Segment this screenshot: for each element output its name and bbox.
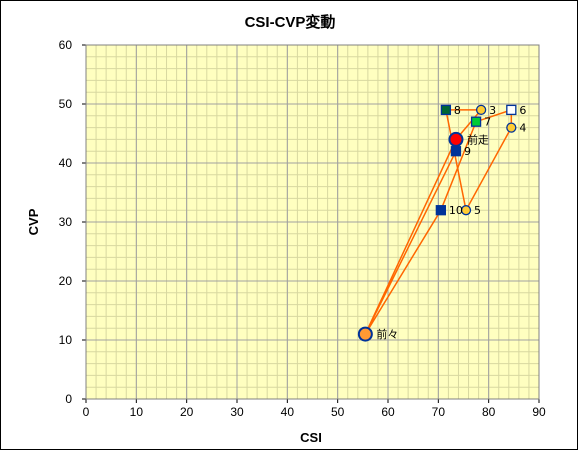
y-axis-title: CVP (26, 208, 41, 235)
x-tick-label: 90 (532, 405, 546, 419)
data-point-label: 前々 (376, 327, 398, 341)
data-point-marker (506, 122, 517, 133)
data-point-marker (506, 104, 517, 116)
x-tick-label: 0 (83, 405, 90, 419)
data-point-label: 5 (474, 204, 481, 217)
x-axis-title: CSI (300, 430, 322, 445)
y-tick-label: 0 (65, 392, 72, 406)
plot-border (85, 44, 540, 400)
data-point-marker (357, 326, 373, 342)
data-labels: 前々 前走 3 4 5 6 7 8 9 10 (376, 104, 526, 341)
data-point-marker (450, 146, 462, 157)
x-tick-label: 80 (482, 405, 496, 419)
data-point-label: 3 (489, 104, 496, 117)
data-point-label: 4 (519, 122, 526, 135)
data-point-label: 10 (449, 204, 463, 217)
chart-title: CSI-CVP変動 (245, 13, 336, 31)
x-tick-label: 10 (130, 405, 144, 419)
x-tick-label: 60 (381, 405, 395, 419)
data-point-label: 8 (454, 104, 461, 117)
y-tick-label: 40 (59, 156, 73, 170)
data-point-marker (440, 104, 452, 116)
data-point-marker (435, 205, 447, 216)
data-point-label: 7 (484, 116, 491, 129)
series-line (364, 108, 513, 335)
data-point-label: 6 (519, 104, 526, 117)
x-tick-label: 40 (281, 405, 295, 419)
y-tick-label: 50 (59, 97, 73, 111)
x-tick-labels: 0 10 20 30 40 50 60 70 80 90 (83, 405, 546, 419)
data-point-label: 前走 (467, 132, 489, 146)
x-tick-label: 20 (180, 405, 194, 419)
x-tick-label: 30 (230, 405, 244, 419)
y-tick-label: 30 (59, 215, 73, 229)
data-point-marker (475, 104, 487, 116)
x-tick-label: 70 (432, 405, 446, 419)
y-tick-labels: 0 10 20 30 40 50 60 (59, 38, 73, 406)
y-tick-label: 20 (59, 274, 73, 288)
data-markers (357, 104, 517, 342)
y-tick-label: 10 (59, 333, 73, 347)
x-tick-label: 50 (331, 405, 345, 419)
data-point-label: 9 (464, 145, 471, 158)
series-polyline (364, 108, 513, 335)
data-point-marker (448, 131, 464, 147)
y-tick-label: 60 (59, 38, 73, 52)
data-point-marker (470, 116, 482, 127)
data-point-marker (460, 205, 472, 216)
